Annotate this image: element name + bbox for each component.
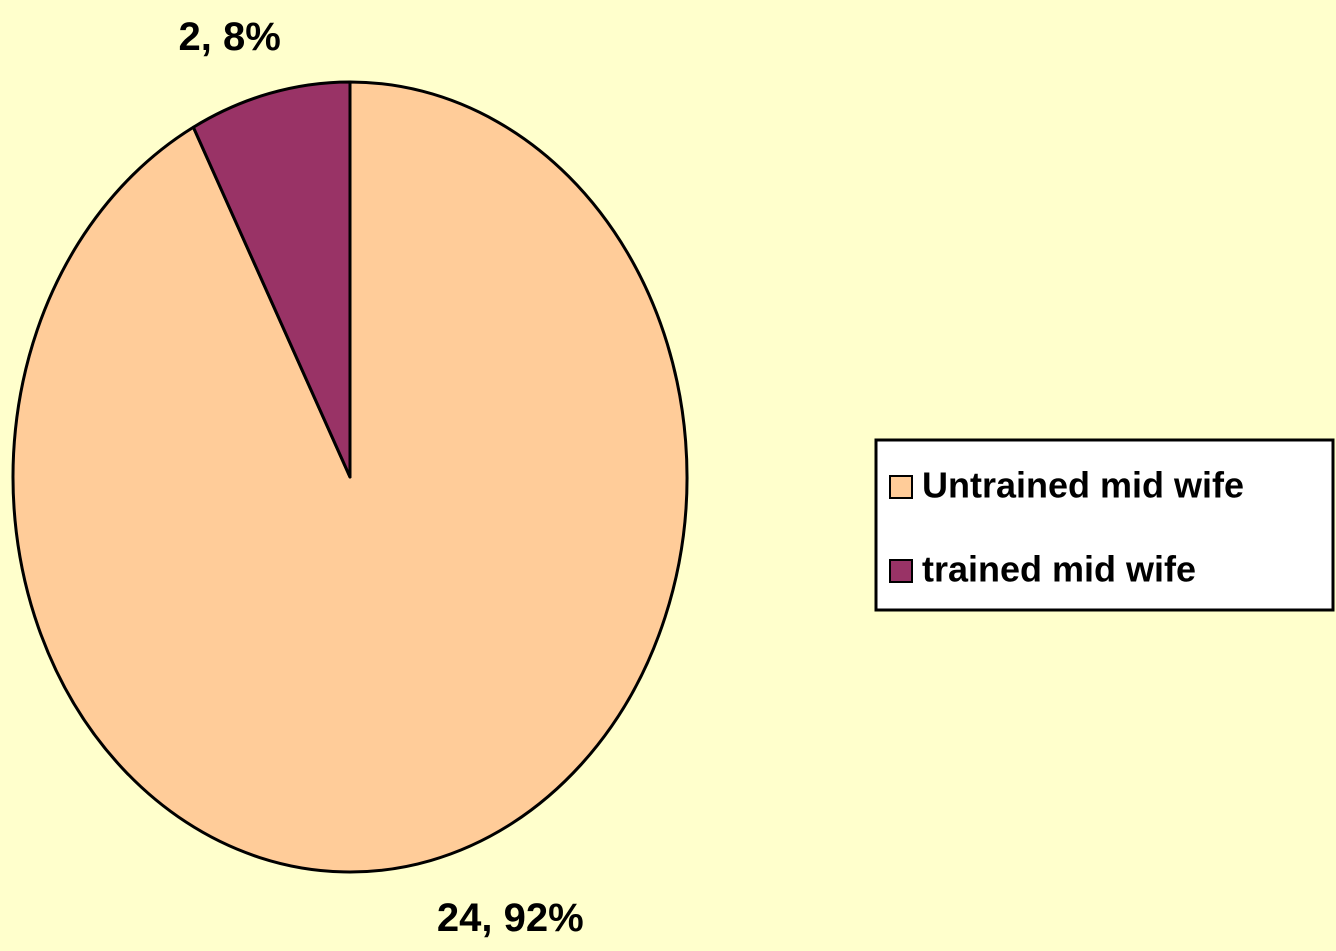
legend: Untrained mid wife trained mid wife (874, 438, 1335, 612)
legend-label: Untrained mid wife (922, 465, 1244, 506)
legend-swatch (889, 475, 913, 499)
pie: 24, 92% 2, 8% (11, 15, 689, 940)
data-label: 2, 8% (179, 15, 281, 59)
legend-box (874, 438, 1335, 612)
data-label: 24, 92% (437, 896, 584, 940)
legend-label: trained mid wife (922, 549, 1196, 590)
pie-slice (191, 80, 352, 479)
legend-swatch (889, 559, 913, 583)
